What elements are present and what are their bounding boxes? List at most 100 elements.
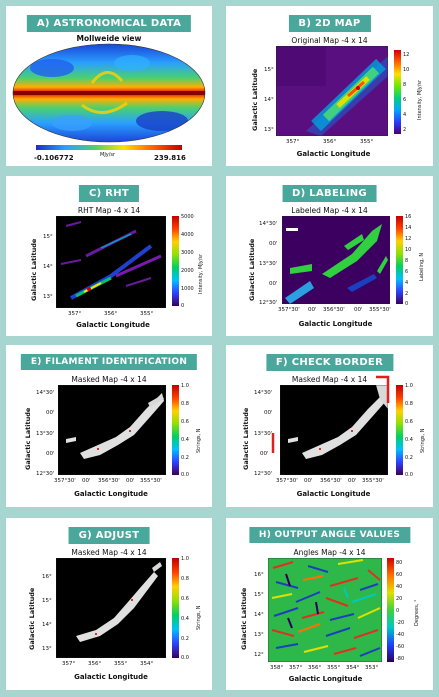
panel-f-cbtick: 0.6 xyxy=(405,419,413,425)
panel-g-ytick-3: 14° xyxy=(42,622,52,628)
panel-d-xtick-3: 356°30' xyxy=(323,307,345,313)
panel-a: A) ASTRONOMICAL DATA Mollweide view xyxy=(6,6,212,166)
panel-h-cbtick: -40 xyxy=(396,632,405,638)
panel-d-cblabel: Labeling, N xyxy=(419,252,425,281)
panel-g-plot xyxy=(56,558,166,658)
panel-d-cbtick: 2 xyxy=(405,291,409,297)
panel-f-cbtick: 1.0 xyxy=(405,383,413,389)
panel-e-xtick-3: 356°30' xyxy=(98,478,120,484)
mollweide-cb-min: -0.106772 xyxy=(34,154,74,162)
panel-f-ylabel: Galactic Latitude xyxy=(242,407,250,470)
panel-d-xtick-5: 355°30' xyxy=(369,307,391,313)
panel-h-xtick-1: 358° xyxy=(270,665,284,671)
panel-g-ytick-2: 15° xyxy=(42,598,52,604)
panel-e: E) FILAMENT IDENTIFICATION Masked Map -4… xyxy=(6,345,212,507)
panel-g-cbtick: 0.4 xyxy=(181,616,189,622)
panel-b-cbtick: 6 xyxy=(403,97,407,103)
panel-h-title: Angles Map -4 x 14 xyxy=(293,548,366,557)
panel-e-cblabel: Strings, N xyxy=(196,428,202,453)
panel-f-ytick-2: 00' xyxy=(264,410,273,416)
panel-d: D) LABELING Labeled Map -4 x 14 14°30' 0… xyxy=(226,176,433,336)
panel-f-xtick-3: 356°30' xyxy=(320,478,342,484)
panel-g-xtick-3: 355° xyxy=(114,661,128,667)
mollweide-cb-max: 239.816 xyxy=(154,154,186,162)
panel-d-header: D) LABELING xyxy=(282,185,377,202)
panel-b-ytick-1: 15° xyxy=(264,67,274,73)
panel-c-cbtick: 0 xyxy=(181,303,185,309)
panel-h-cblabel: Degrees, ° xyxy=(414,599,420,626)
panel-f-ytick-3: 13°30' xyxy=(254,431,273,437)
panel-e-ytick-5: 12°30' xyxy=(36,471,55,477)
panel-h-xtick-5: 354° xyxy=(346,665,360,671)
panel-d-title: Labeled Map -4 x 14 xyxy=(291,206,368,215)
panel-h-ytick-2: 15° xyxy=(254,592,264,598)
border-marker-top xyxy=(376,375,390,403)
mollweide-cb-unit: MJy/sr xyxy=(100,152,116,158)
panel-e-plot xyxy=(58,385,166,475)
panel-f-title: Masked Map -4 x 14 xyxy=(291,375,368,384)
panel-b-ytick-3: 13° xyxy=(264,127,274,133)
panel-d-cbtick: 14 xyxy=(405,225,412,231)
panel-d-cbtick: 16 xyxy=(405,214,412,220)
panel-d-colorbar xyxy=(396,216,403,304)
panel-d-xtick-1: 357°30' xyxy=(278,307,300,313)
panel-g-xlabel: Galactic Longitude xyxy=(74,673,148,681)
panel-b-xtick-1: 357° xyxy=(286,139,300,145)
panel-h-plot xyxy=(268,558,382,662)
panel-b-xtick-2: 356° xyxy=(323,139,337,145)
panel-h-cbtick: -80 xyxy=(396,656,405,662)
panel-b-header: B) 2D MAP xyxy=(288,15,371,32)
panel-h-cbtick: 0 xyxy=(396,608,400,614)
panel-a-title: Mollweide view xyxy=(76,34,142,43)
panel-f-header: F) CHECK BORDER xyxy=(265,354,394,371)
panel-d-cbtick: 4 xyxy=(405,280,409,286)
panel-g-cbtick: 0.0 xyxy=(181,655,189,661)
panel-d-ytick-3: 13°30' xyxy=(259,261,278,267)
panel-h: H) OUTPUT ANGLE VALUES Angles Map -4 x 1… xyxy=(226,518,433,690)
panel-d-xlabel: Galactic Longitude xyxy=(298,320,373,328)
panel-c: C) RHT RHT Map -4 x 14 15° 14° 13° 357° … xyxy=(6,176,212,336)
panel-c-title: RHT Map -4 x 14 xyxy=(77,206,141,215)
panel-e-ytick-4: 00' xyxy=(46,451,55,457)
panel-e-cbtick: 1.0 xyxy=(181,383,189,389)
panel-f-ytick-1: 14°30' xyxy=(254,390,273,396)
panel-g-cbtick: 0.6 xyxy=(181,596,189,602)
panel-h-header: H) OUTPUT ANGLE VALUES xyxy=(248,527,411,543)
panel-e-xtick-1: 357°30' xyxy=(54,478,76,484)
panel-h-cbtick: -60 xyxy=(396,644,405,650)
panel-g: G) ADJUST Masked Map -4 x 14 16° 15° 14°… xyxy=(6,518,212,690)
panel-d-cbtick: 12 xyxy=(405,236,412,242)
border-marker-left xyxy=(271,433,275,453)
panel-g-colorbar xyxy=(172,558,179,658)
panel-e-xtick-4: 00' xyxy=(126,478,135,484)
panel-b-cbtick: 8 xyxy=(403,82,407,88)
panel-d-plot xyxy=(282,216,390,304)
panel-h-cbtick: 80 xyxy=(396,560,403,566)
panel-c-cbtick: 5000 xyxy=(181,214,194,220)
panel-f-ytick-4: 00' xyxy=(260,451,269,457)
panel-e-ylabel: Galactic Latitude xyxy=(24,407,32,470)
panel-b-plot xyxy=(276,46,388,136)
panel-b-xtick-3: 355° xyxy=(360,139,374,145)
panel-e-ytick-3: 13°30' xyxy=(36,431,55,437)
panel-f-cbtick: 0.2 xyxy=(405,455,413,461)
panel-g-xtick-2: 356° xyxy=(88,661,102,667)
panel-d-cbtick: 0 xyxy=(405,301,409,307)
panel-d-ytick-2: 00' xyxy=(269,241,278,247)
panel-e-cbtick: 0.0 xyxy=(181,472,189,478)
panel-f-xlabel: Galactic Longitude xyxy=(296,490,371,498)
panel-h-cbtick: 40 xyxy=(396,584,403,590)
panel-f-xtick-4: 00' xyxy=(348,478,357,484)
panel-b-xlabel: Galactic Longitude xyxy=(296,150,371,158)
panel-d-ytick-1: 14°30' xyxy=(259,221,278,227)
panel-e-xtick-2: 00' xyxy=(82,478,91,484)
panel-g-cbtick: 0.8 xyxy=(181,576,189,582)
panel-c-ylabel: Galactic Latitude xyxy=(30,238,38,301)
panel-e-title: Masked Map -4 x 14 xyxy=(71,375,147,384)
panel-c-cbtick: 2000 xyxy=(181,268,194,274)
panel-f-xtick-1: 357°30' xyxy=(276,478,298,484)
panel-h-xtick-6: 353° xyxy=(365,665,379,671)
panel-b-ylabel: Galactic Latitude xyxy=(251,68,259,131)
panel-c-ytick-2: 14° xyxy=(43,264,53,270)
